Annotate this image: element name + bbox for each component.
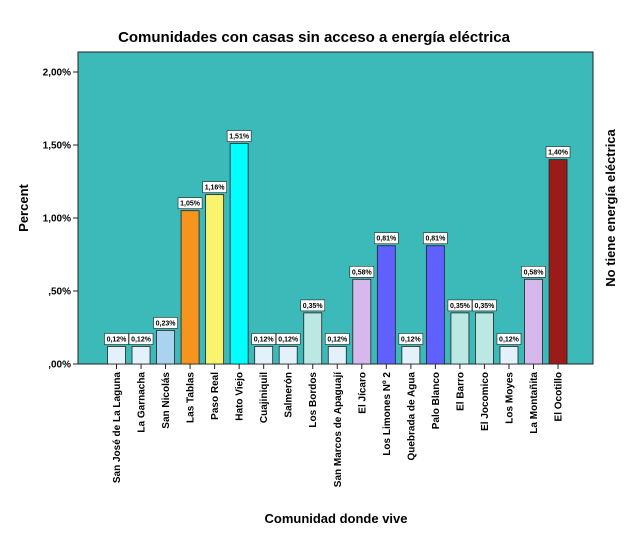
data-label-box (324, 333, 350, 345)
bar (180, 210, 200, 365)
bar (156, 330, 175, 365)
data-label: 0,58% (524, 269, 545, 276)
bar (524, 278, 543, 365)
x-tick-label: El Jícaro (357, 372, 368, 414)
x-tick-label: La Montañita (529, 372, 540, 434)
data-label: 0,81% (376, 236, 397, 243)
data-label: 0,12% (278, 336, 299, 343)
bar (548, 159, 568, 365)
y-tick-label: ,00% (48, 360, 71, 371)
bar (425, 245, 445, 365)
data-label-box (349, 266, 375, 278)
y-tick-label: 1,00% (43, 214, 71, 225)
data-label: 0,12% (107, 336, 128, 343)
data-label-box (374, 232, 399, 245)
data-label-box (300, 299, 326, 312)
data-label-box (472, 299, 497, 312)
bar (475, 312, 494, 365)
x-tick-label: Quebrada de Agua (406, 372, 417, 461)
data-label-box (398, 333, 424, 345)
data-label: 1,16% (205, 185, 226, 192)
bar (352, 278, 372, 365)
x-tick-label: Los Limones Nº 2 (382, 372, 393, 456)
y-tick-label: 1,50% (43, 141, 71, 152)
x-tick-label: Las Tablas (186, 372, 197, 423)
data-label-box (251, 333, 276, 345)
y-axis-title: Percent (16, 183, 31, 231)
x-tick-label: Paso Real (210, 372, 221, 420)
x-tick-label: La Garnacha (137, 372, 148, 433)
data-label: 0,12% (131, 336, 152, 343)
x-axis-ticks: San José de La Laguna La Garnacha San Nico… (112, 364, 565, 487)
data-label: 0,81% (425, 236, 446, 243)
x-tick-label: El Jocomico (480, 372, 491, 431)
data-label: 0,12% (401, 336, 422, 343)
data-label-box (521, 266, 546, 278)
x-tick-label: Palo Blanco (431, 372, 442, 429)
bar (205, 194, 225, 365)
y-axis-ticks: ,00% ,50% 1,00% 1,50% 2,00% (43, 68, 78, 371)
x-tick-label: San José de La Laguna (112, 372, 123, 484)
data-label-box (153, 317, 178, 329)
data-label: 0,12% (254, 336, 275, 343)
bar (107, 346, 126, 365)
data-label-box (128, 333, 154, 345)
chart-title: Comunidades con casas sin acceso a energ… (118, 29, 511, 46)
bar (229, 143, 249, 365)
data-label: 0,35% (475, 303, 496, 310)
bar (401, 346, 421, 365)
x-tick-label: El Ocotillo (554, 372, 565, 421)
data-label-box (496, 333, 522, 345)
bar (376, 245, 396, 365)
data-label: 0,12% (327, 336, 348, 343)
data-label: 1,40% (548, 150, 569, 157)
bar (303, 312, 323, 365)
data-label-box (177, 197, 203, 209)
data-label-box (104, 333, 129, 345)
x-tick-label: Salmerón (284, 372, 295, 418)
x-tick-label: Los Bordos (308, 372, 319, 428)
data-label: 1,51% (229, 134, 250, 141)
y-tick-label: 2,00% (43, 68, 71, 79)
bar (450, 312, 470, 365)
bar (327, 346, 347, 365)
data-label-box (226, 130, 252, 142)
data-label-box (545, 146, 571, 158)
bar (131, 346, 151, 365)
x-axis-title: Comunidad donde vive (264, 511, 407, 526)
bars-group (107, 143, 568, 365)
data-label-box (275, 333, 301, 345)
data-label: 0,58% (352, 269, 373, 276)
y-tick-label: ,50% (48, 287, 71, 298)
x-tick-label: El Barro (455, 372, 466, 411)
x-tick-label: Hato Viejo (235, 372, 246, 421)
panel-label: No tiene energía eléctrica (603, 128, 618, 286)
data-label: 0,12% (499, 336, 520, 343)
bar (254, 346, 274, 365)
x-tick-label: Los Moyes (504, 372, 515, 424)
data-label: 0,35% (450, 303, 471, 310)
data-label: 0,23% (156, 320, 177, 327)
data-labels-group: 0,12% 0,12%0,23%1,05%1,16%1,51%0,12% 0,12%… (104, 130, 571, 345)
x-tick-label: Cuajiniquil (259, 372, 270, 423)
bar (278, 346, 298, 365)
data-label-box (202, 181, 227, 193)
data-label-box (447, 299, 473, 312)
data-label-box (423, 232, 448, 245)
plot-area (77, 51, 594, 365)
data-label: 1,05% (180, 201, 201, 208)
bar (499, 346, 519, 365)
x-tick-label: San Marcos de Apaguají (333, 371, 344, 487)
data-label: 0,35% (303, 303, 324, 310)
x-tick-label: San Nicolás (161, 372, 172, 429)
